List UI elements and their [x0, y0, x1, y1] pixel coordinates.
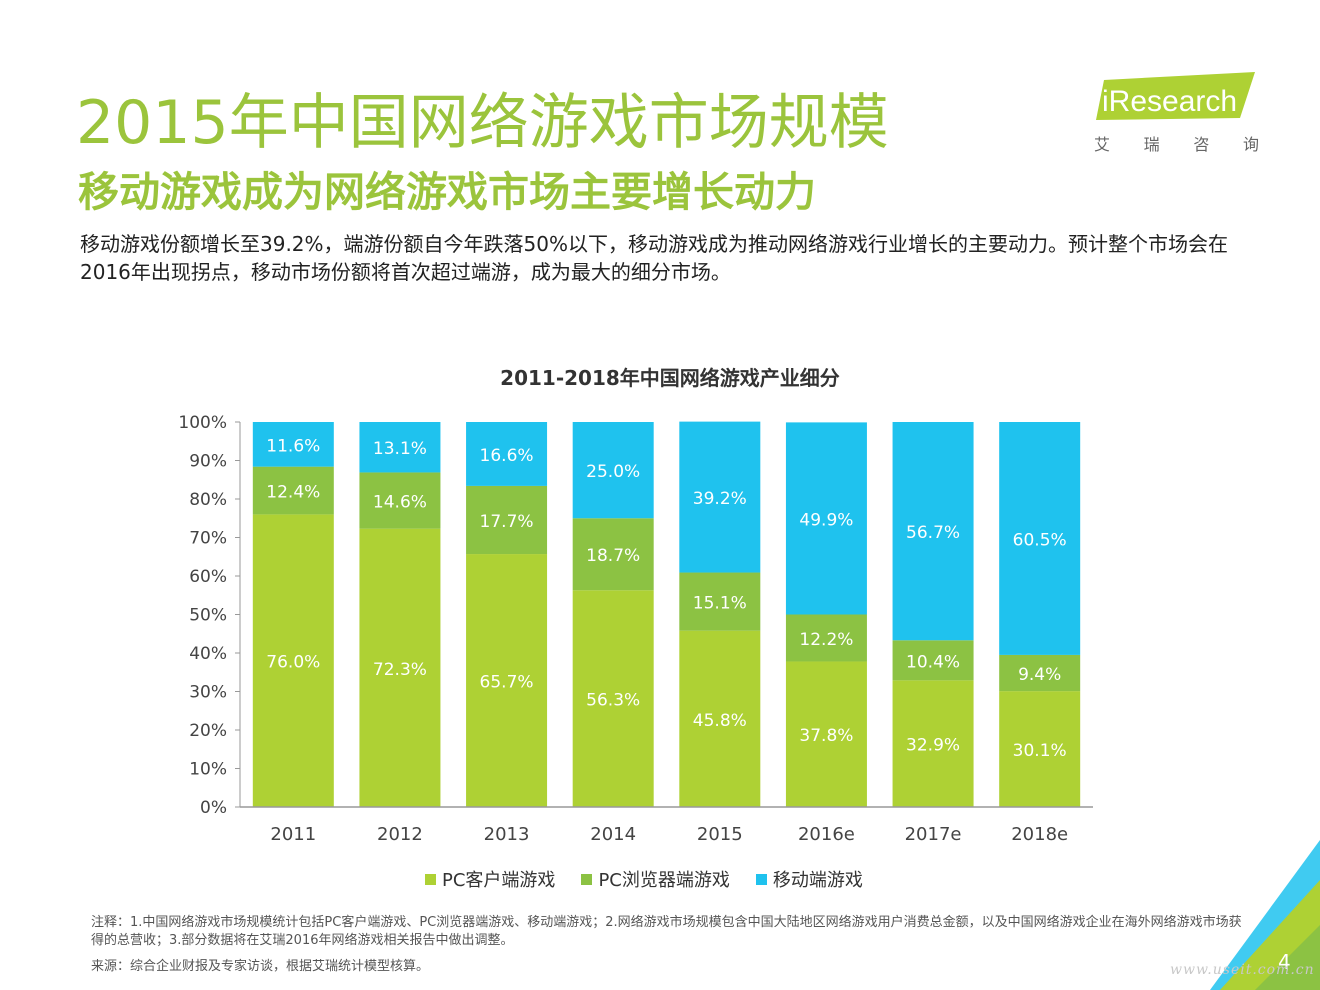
page-title: 2015年中国网络游戏市场规模: [76, 88, 889, 158]
data-label-pc-browser: 14.6%: [373, 493, 427, 513]
corner-decoration: [1210, 840, 1320, 990]
footnote: 注释：1.中国网络游戏市场规模统计包括PC客户端游戏、PC浏览器端游戏、移动端游…: [91, 915, 1242, 948]
bar-pc-client: [572, 590, 654, 807]
page-number: 4: [1278, 950, 1291, 974]
data-label-mobile: 39.2%: [693, 489, 747, 509]
x-tick-label: 2014: [590, 824, 636, 845]
legend-item-pc-browser: PC浏览器端游戏: [581, 866, 730, 892]
bar-mobile: [785, 422, 867, 615]
data-label-pc-client: 56.3%: [586, 691, 640, 711]
logo-char: 询: [1242, 135, 1259, 154]
bar-pc-browser: [572, 518, 654, 591]
bar-pc-browser: [999, 654, 1081, 692]
data-label-pc-browser: 15.1%: [693, 594, 747, 614]
bar-pc-browser: [892, 640, 974, 681]
page-subtitle: 移动游戏成为网络游戏市场主要增长动力: [78, 168, 816, 216]
logo-char: 咨: [1193, 135, 1210, 154]
logo-banner: [1096, 72, 1255, 120]
legend-label-mobile: 移动端游戏: [772, 870, 863, 891]
bar-pc-browser: [466, 485, 548, 555]
legend-label-pc-client: PC客户端游戏: [442, 870, 556, 891]
watermark: www.useit.com.cn: [1170, 962, 1315, 978]
data-label-pc-browser: 9.4%: [1018, 665, 1061, 685]
summary-text: 移动游戏份额增长至39.2%，端游份额自今年跌落50%以下，移动游戏成为推动网络…: [80, 232, 1228, 284]
y-tick-label: 60%: [189, 567, 227, 587]
y-tick-label: 100%: [178, 413, 227, 433]
iresearch-logo: iResearch: [1096, 72, 1255, 120]
x-tick-label: 2011: [270, 824, 316, 845]
data-label-pc-client: 30.1%: [1013, 741, 1067, 761]
legend-item-pc-client: PC客户端游戏: [425, 866, 555, 892]
data-label-pc-client: 72.3%: [373, 660, 427, 680]
data-label-pc-client: 32.9%: [906, 736, 960, 756]
logo-subtitle: 艾 瑞 咨 询: [1094, 131, 1259, 155]
data-label-mobile: 25.0%: [586, 462, 640, 482]
legend-label-pc-browser: PC浏览器端游戏: [598, 870, 730, 891]
bar-pc-client: [785, 661, 867, 807]
legend-swatch-mobile: [755, 873, 767, 885]
bar-pc-client: [679, 630, 761, 807]
data-label-mobile: 60.5%: [1013, 530, 1067, 550]
chart-legend: PC客户端游戏 PC浏览器端游戏 移动端游戏: [425, 866, 863, 892]
bar-pc-client: [466, 554, 548, 807]
data-label-mobile: 11.6%: [266, 436, 320, 456]
bar-mobile: [892, 422, 974, 641]
data-label-pc-browser: 12.4%: [266, 483, 320, 503]
data-label-mobile: 16.6%: [480, 446, 534, 466]
y-tick-label: 10%: [189, 760, 227, 780]
bar-mobile: [999, 422, 1081, 655]
bar-mobile: [359, 422, 441, 473]
data-label-mobile: 56.7%: [906, 523, 960, 543]
data-label-mobile: 13.1%: [373, 439, 427, 459]
bar-pc-browser: [785, 614, 867, 662]
x-tick-label: 2017e: [905, 824, 962, 845]
data-label-pc-browser: 10.4%: [906, 652, 960, 672]
x-tick-label: 2016e: [798, 824, 855, 845]
data-label-pc-client: 76.0%: [266, 653, 320, 673]
bar-pc-browser: [359, 472, 441, 529]
data-label-pc-browser: 17.7%: [480, 512, 534, 532]
y-tick-label: 40%: [189, 644, 227, 664]
chart-title: 2011-2018年中国网络游戏产业细分: [500, 366, 840, 390]
legend-swatch-pc-client: [425, 873, 436, 885]
y-tick-label: 70%: [189, 529, 227, 549]
bar-mobile: [572, 422, 654, 519]
bar-pc-client: [359, 528, 441, 807]
logo-char: 艾: [1094, 135, 1111, 154]
logo-brand-text: iResearch: [1102, 85, 1237, 118]
bar-mobile: [466, 422, 548, 486]
data-label-pc-client: 37.8%: [799, 726, 853, 746]
bar-pc-browser: [252, 466, 334, 515]
legend-swatch-pc-browser: [581, 873, 593, 885]
bar-mobile: [252, 422, 334, 467]
bar-pc-client: [252, 514, 334, 807]
x-tick-label: 2012: [377, 824, 423, 845]
data-label-pc-browser: 18.7%: [586, 546, 640, 566]
data-label-pc-browser: 12.2%: [799, 630, 853, 650]
bar-pc-client: [892, 680, 974, 807]
x-tick-label: 2013: [484, 824, 530, 845]
y-tick-label: 20%: [189, 721, 227, 741]
bar-pc-client: [999, 691, 1081, 807]
logo-char: 瑞: [1143, 135, 1160, 154]
y-tick-label: 30%: [189, 683, 227, 703]
x-tick-label: 2015: [697, 824, 743, 845]
bar-pc-browser: [679, 572, 761, 631]
data-label-pc-client: 45.8%: [693, 711, 747, 731]
data-label-mobile: 49.9%: [799, 510, 853, 530]
y-tick-label: 90%: [189, 452, 227, 472]
x-tick-label: 2018e: [1011, 824, 1068, 845]
legend-item-mobile: 移动端游戏: [755, 866, 863, 892]
y-tick-label: 80%: [189, 490, 227, 510]
bar-mobile: [679, 421, 761, 573]
data-label-pc-client: 65.7%: [480, 673, 534, 693]
y-tick-label: 50%: [189, 606, 227, 626]
y-tick-label: 0%: [200, 798, 227, 818]
source-note: 来源：综合企业财报及专家访谈，根据艾瑞统计模型核算。: [91, 959, 430, 974]
